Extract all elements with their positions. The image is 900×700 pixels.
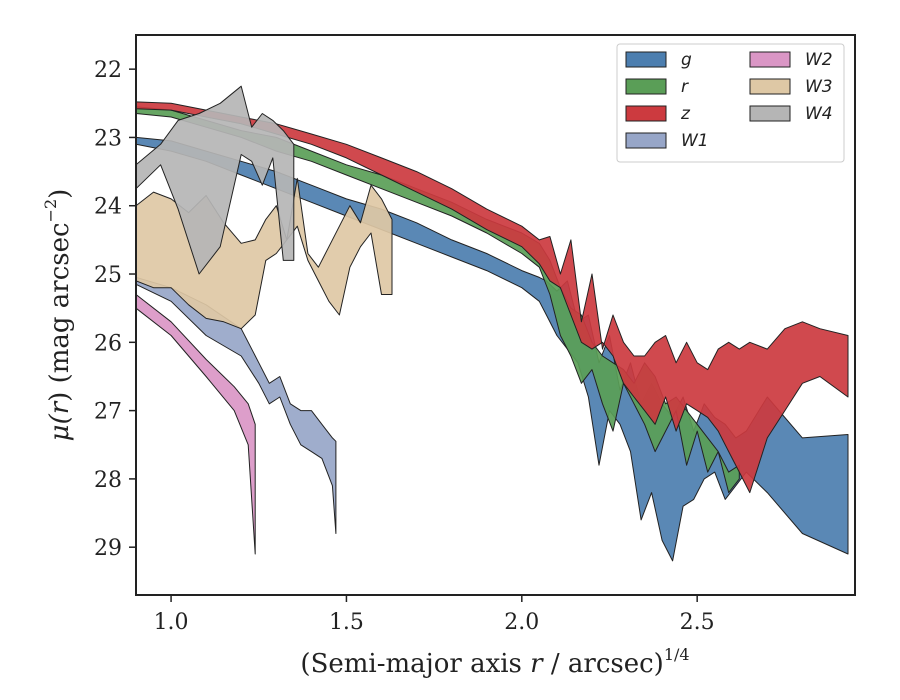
- legend: grz W1 W2 W3 W4: [616, 43, 845, 163]
- x-tick-label: 2.0: [504, 610, 539, 635]
- y-tick-label: 24: [94, 195, 122, 220]
- y-tick-label: 26: [94, 331, 122, 356]
- profile-bands: [136, 85, 849, 562]
- legend-label-w3: W3: [805, 77, 833, 97]
- x-axis-label-middle: / arcsec): [543, 649, 664, 679]
- legend-label-w1: W1: [681, 131, 709, 151]
- x-tick-label: 2.5: [680, 610, 715, 635]
- x-tick-label: 1.5: [329, 610, 364, 635]
- y-tick-label: 28: [94, 468, 122, 493]
- y-tick-label: 23: [94, 126, 122, 151]
- y-axis-label-exponent: −2: [41, 199, 60, 223]
- legend-label-g: g: [681, 50, 692, 70]
- x-axis: 1.0 1.5 2.0 2.5: [154, 595, 715, 635]
- x-tick-label: 1.0: [154, 610, 189, 635]
- band-w4: [136, 85, 295, 275]
- y-tick-label: 29: [94, 536, 122, 561]
- legend-frame: [616, 43, 845, 163]
- band-w2: [136, 294, 256, 555]
- legend-swatch-w4: [749, 105, 791, 122]
- y-axis-label-prefix: μ(: [45, 413, 75, 441]
- y-tick-label: 22: [94, 58, 122, 83]
- legend-swatch-g: [625, 51, 667, 68]
- band-g: [136, 136, 849, 562]
- legend-swatch-w2: [749, 51, 791, 68]
- y-tick-label: 27: [94, 400, 122, 425]
- y-axis-label: μ(r) (mag arcsec−2): [41, 189, 75, 442]
- legend-swatch-r: [625, 78, 667, 95]
- y-axis-label-suffix: ): [45, 189, 75, 199]
- y-axis-label-middle: ) (mag arcsec: [45, 222, 75, 401]
- x-axis-label-prefix: (Semi-major axis: [300, 649, 530, 679]
- x-axis-label-variable: r: [530, 649, 544, 679]
- y-tick-label: 25: [94, 263, 122, 288]
- band-w1: [136, 276, 337, 534]
- legend-label-w4: W4: [805, 104, 833, 124]
- y-axis-label-variable: r: [45, 400, 75, 414]
- legend-swatch-w3: [749, 78, 791, 95]
- x-axis-label-exponent: 1/4: [664, 645, 690, 664]
- plot-frame: [135, 34, 856, 596]
- legend-label-r: r: [681, 77, 689, 97]
- legend-swatch-w1: [625, 132, 667, 149]
- legend-label-z: z: [680, 104, 691, 124]
- legend-label-w2: W2: [805, 50, 833, 70]
- x-axis-label: (Semi-major axis r / arcsec)1/4: [300, 645, 689, 679]
- y-axis: 22 23 24 25 26 27 28 29: [94, 58, 136, 561]
- band-z: [136, 101, 849, 494]
- legend-swatch-z: [625, 105, 667, 122]
